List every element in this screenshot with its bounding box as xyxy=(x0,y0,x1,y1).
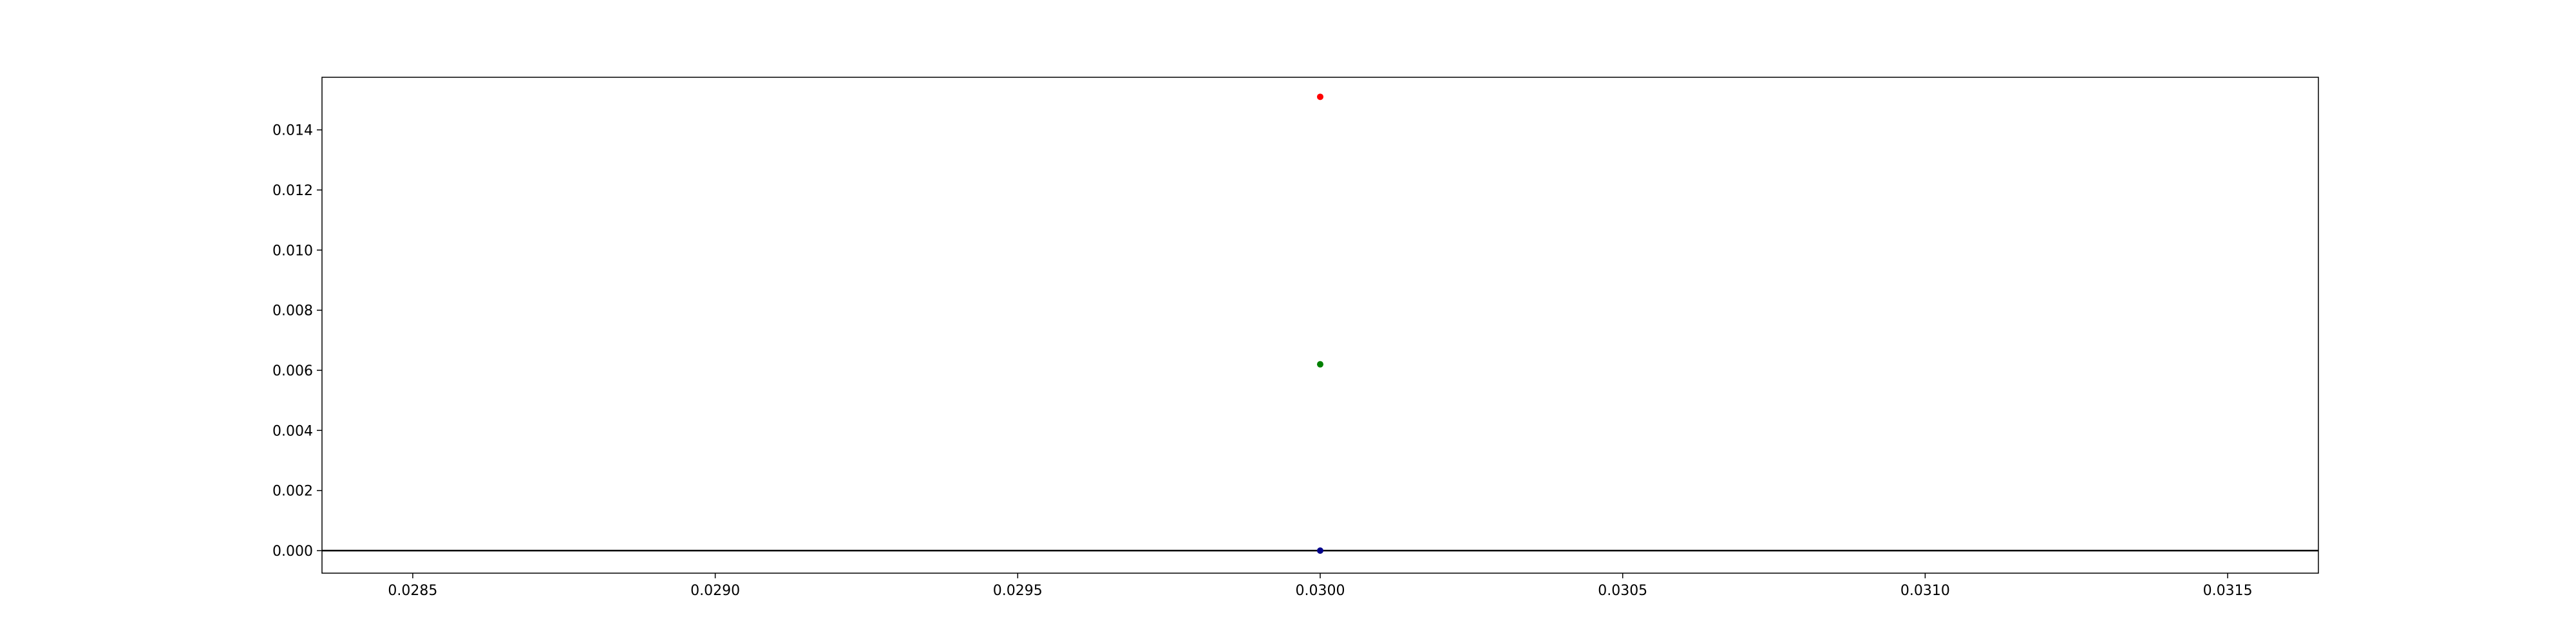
y-tick-label: 0.002 xyxy=(272,484,313,500)
y-axis: 0.000 0.002 0.004 0.006 0.008 0.010 0.012 0.014 xyxy=(272,123,322,560)
y-tick-label: 0.010 xyxy=(272,243,313,259)
x-tick-label: 0.0295 xyxy=(993,583,1043,599)
y-tick-label: 0.012 xyxy=(272,183,313,199)
data-point-series-2 xyxy=(1317,361,1323,368)
plot-area xyxy=(322,77,2318,573)
x-tick-label: 0.0310 xyxy=(1900,583,1950,599)
y-tick-label: 0.004 xyxy=(272,423,313,439)
x-tick-label: 0.0305 xyxy=(1598,583,1647,599)
data-point-series-1 xyxy=(1317,93,1323,100)
y-tick-label: 0.014 xyxy=(272,123,313,139)
y-tick-label: 0.000 xyxy=(272,544,313,560)
y-tick-label: 0.008 xyxy=(272,303,313,319)
x-axis: 0.0285 0.0290 0.0295 0.0300 0.0305 0.0310 0.03… xyxy=(388,573,2253,599)
data-points-layer xyxy=(1317,93,1323,554)
plot-frame xyxy=(321,77,2319,574)
y-tick-label: 0.006 xyxy=(272,363,313,379)
x-tick-label: 0.0290 xyxy=(690,583,740,599)
x-tick-label: 0.0285 xyxy=(388,583,437,599)
x-tick-label: 0.0315 xyxy=(2203,583,2253,599)
x-tick-label: 0.0300 xyxy=(1296,583,1345,599)
data-point-series-3 xyxy=(1317,547,1323,554)
